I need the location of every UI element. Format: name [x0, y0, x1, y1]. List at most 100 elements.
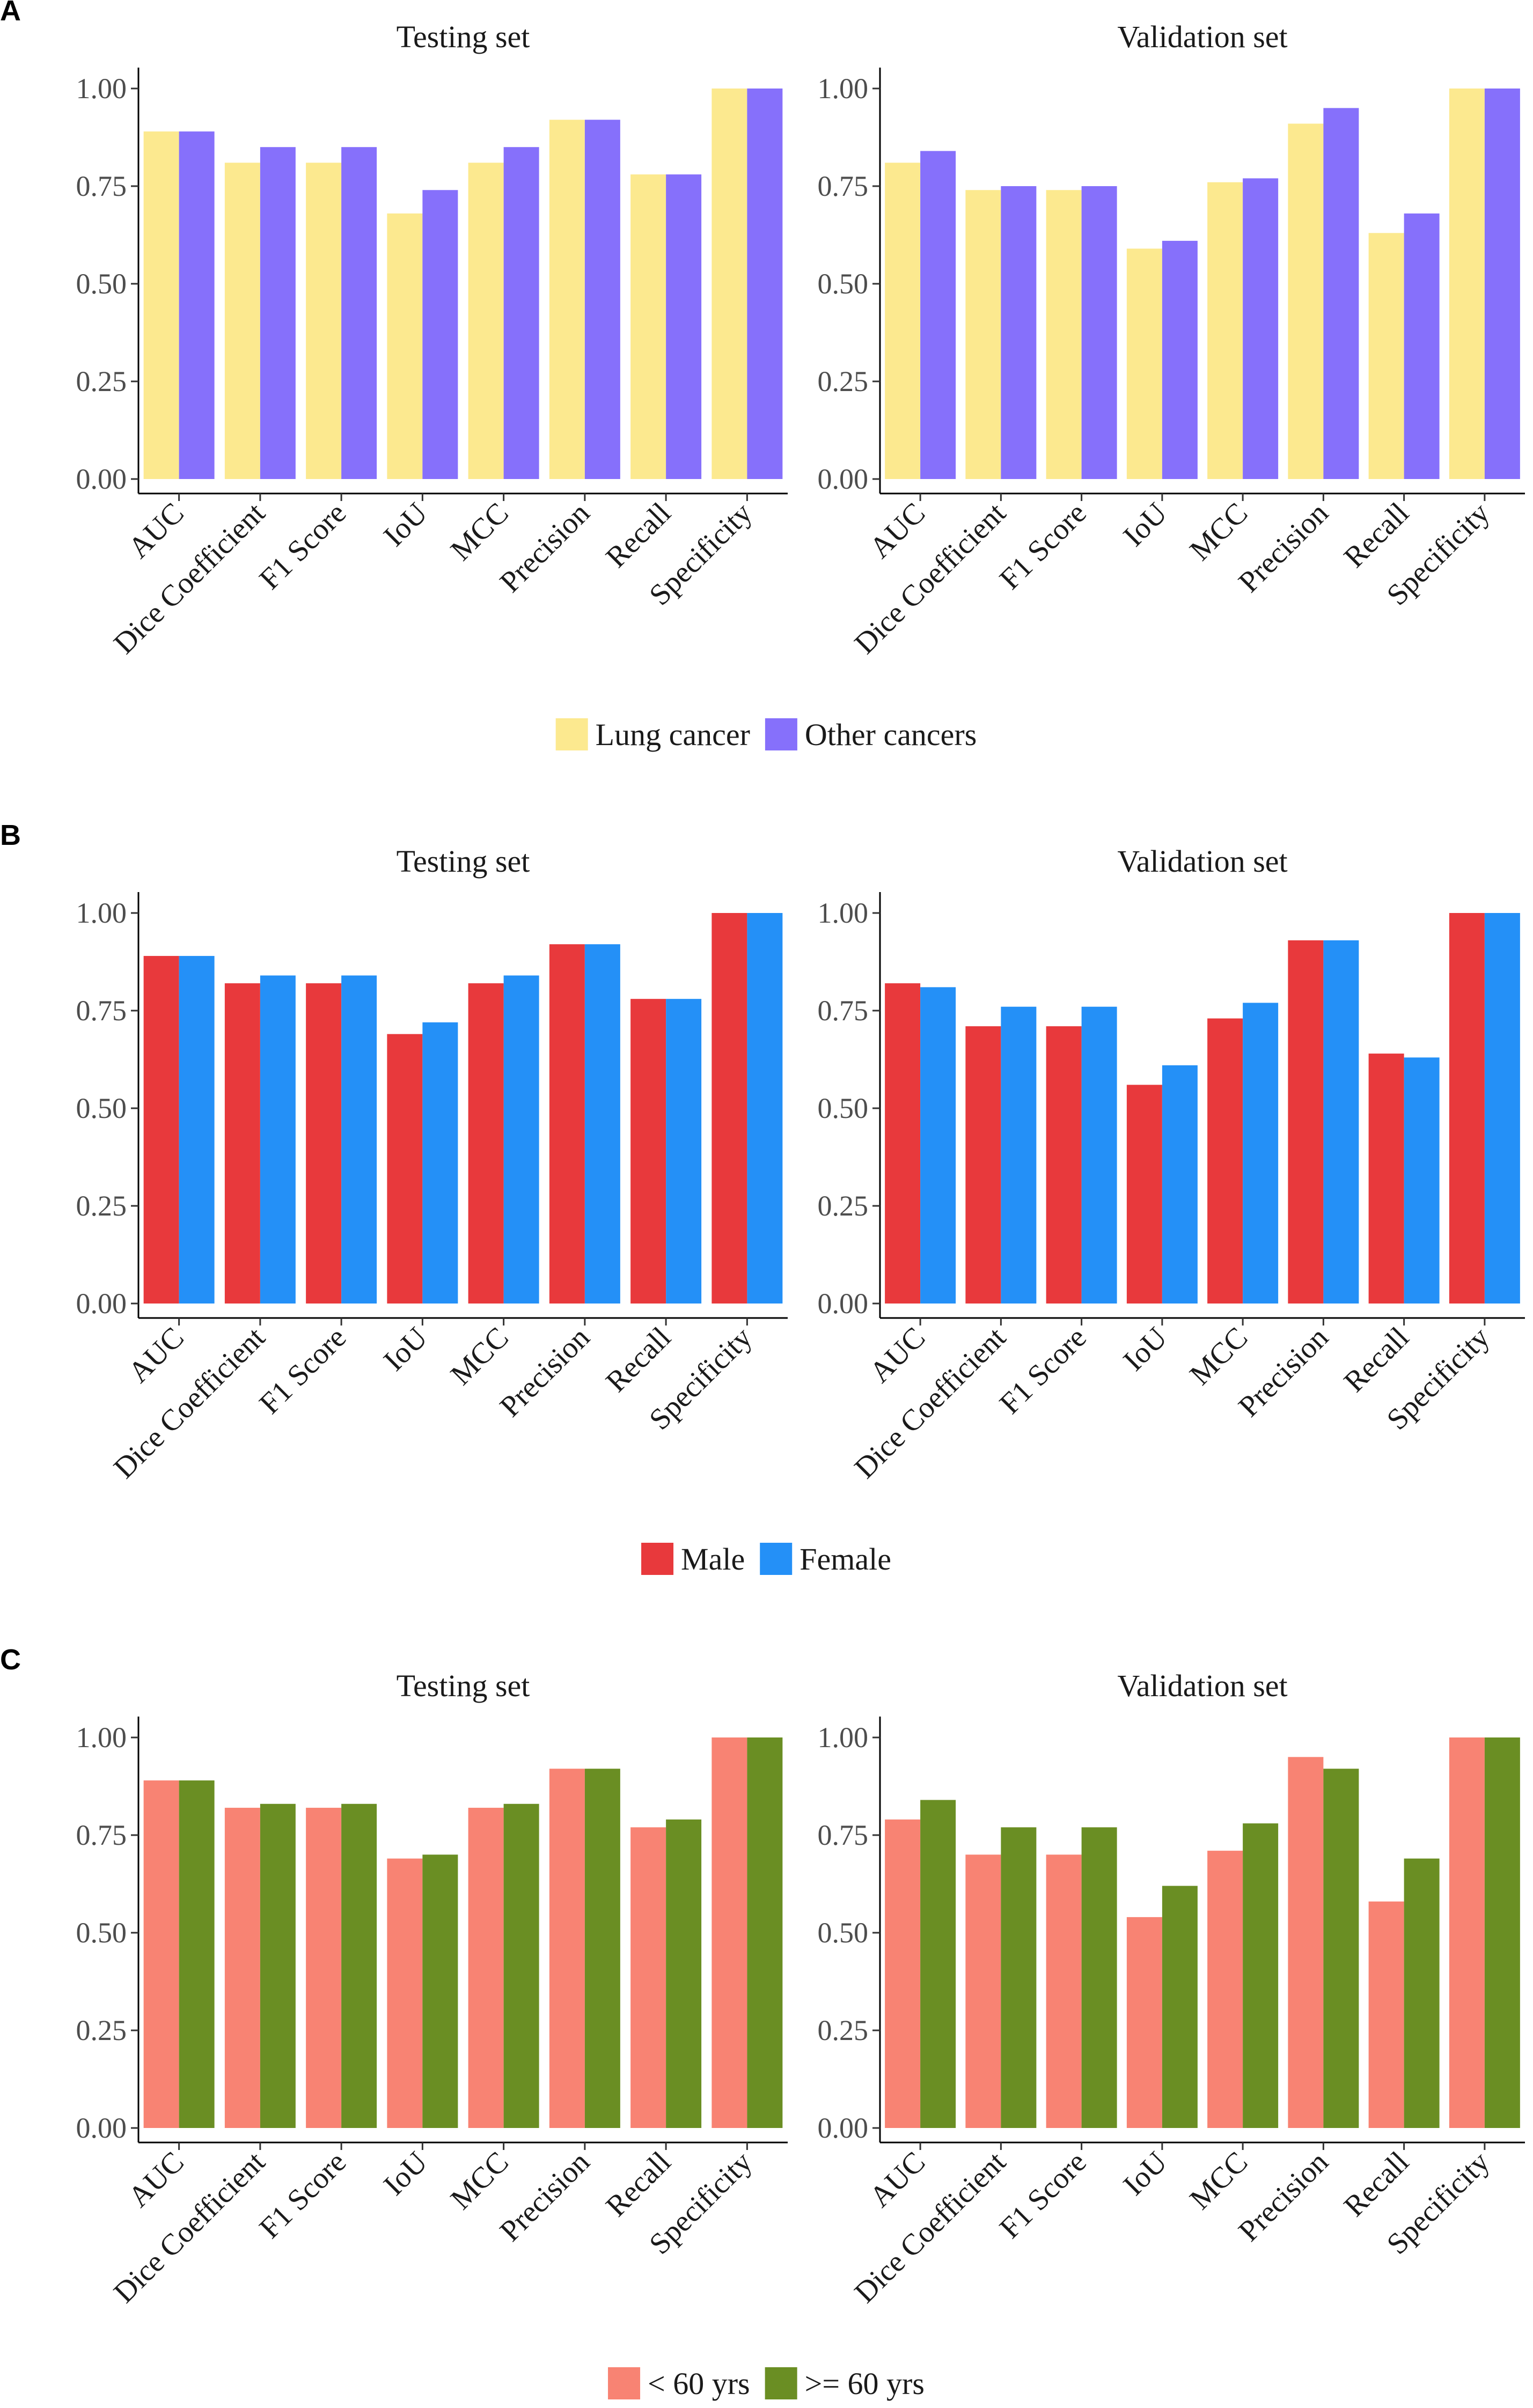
bar-male-mcc: [468, 983, 504, 1304]
bar-60-yrs-f1-score: [306, 1808, 342, 2128]
bar-other-cancers-mcc: [1243, 178, 1279, 479]
facet-validation-set: Validation set0.000.250.500.751.00AUCDic…: [818, 844, 1525, 1485]
bar-other-cancers-specificity: [747, 89, 783, 479]
bar-lung-cancer-f1-score: [1046, 190, 1082, 479]
bar-female-dice-coefficient: [1001, 1006, 1037, 1304]
bar-lung-cancer-precision: [1288, 123, 1324, 479]
y-tick-label: 0.25: [818, 1190, 869, 1222]
x-tick-label-iou: IoU: [1117, 2145, 1173, 2201]
bar-female-specificity: [747, 913, 783, 1304]
y-tick-label: 1.00: [76, 72, 127, 105]
x-tick-label-f1-score: F1 Score: [253, 496, 353, 596]
bar-60-yrs-iou: [1126, 1917, 1162, 2128]
x-tick-label-recall: Recall: [599, 496, 677, 574]
bar-60-yrs-iou: [387, 1858, 423, 2128]
x-tick-label-mcc: MCC: [1183, 2145, 1254, 2216]
x-tick-label-iou: IoU: [377, 2145, 434, 2201]
legend-label-60-yrs: < 60 yrs: [648, 2366, 750, 2401]
bar-other-cancers-iou: [1162, 240, 1198, 479]
y-tick-label: 0.50: [76, 268, 127, 300]
bar-male-dice-coefficient: [965, 1026, 1001, 1304]
y-tick-label: 0.75: [76, 995, 127, 1027]
bar-60-yrs-dice-coefficient: [965, 1854, 1001, 2128]
bar-lung-cancer-specificity: [712, 89, 747, 479]
bar-male-mcc: [1207, 1018, 1243, 1304]
x-tick-label-iou: IoU: [377, 1321, 434, 1377]
bar-other-cancers-dice-coefficient: [1001, 186, 1037, 479]
x-tick-label-recall: Recall: [599, 2145, 677, 2223]
x-tick-label-recall: Recall: [1338, 496, 1415, 574]
panel-letter: B: [0, 819, 21, 851]
legend-label-male: Male: [681, 1542, 745, 1577]
y-tick-label: 0.50: [818, 268, 869, 300]
x-tick-label-f1-score: F1 Score: [993, 496, 1093, 596]
x-tick-label-iou: IoU: [1117, 496, 1173, 553]
bar-male-recall: [630, 999, 666, 1304]
y-tick-label: 0.25: [76, 365, 127, 397]
bar-60-yrs-specificity: [747, 1737, 783, 2128]
bar-lung-cancer-f1-score: [306, 163, 342, 479]
bar-60-yrs-dice-coefficient: [224, 1808, 260, 2128]
facet-title: Validation set: [1117, 844, 1287, 879]
bar-lung-cancer-iou: [1126, 248, 1162, 479]
bar-60-yrs-precision: [1288, 1757, 1324, 2128]
bar-male-precision: [549, 944, 585, 1304]
bar-other-cancers-auc: [179, 131, 215, 479]
bar-lung-cancer-mcc: [468, 163, 504, 479]
bar-female-specificity: [1484, 913, 1520, 1304]
y-tick-label: 0.75: [76, 170, 127, 202]
y-tick-label: 0.25: [76, 1190, 127, 1222]
bar-other-cancers-specificity: [1484, 89, 1520, 479]
bar-60-yrs-recall: [666, 1819, 702, 2128]
bar-female-auc: [920, 987, 956, 1304]
bar-female-precision: [584, 944, 620, 1304]
y-tick-label: 0.25: [76, 2014, 127, 2046]
bar-other-cancers-recall: [666, 174, 702, 479]
bar-other-cancers-f1-score: [1081, 186, 1117, 479]
x-tick-label-auc: AUC: [122, 1321, 190, 1389]
bar-other-cancers-mcc: [503, 147, 539, 479]
x-tick-label-precision: Precision: [494, 1321, 596, 1423]
bar-lung-cancer-recall: [1368, 233, 1404, 479]
bar-lung-cancer-precision: [549, 120, 585, 480]
x-tick-label-precision: Precision: [1232, 2145, 1334, 2248]
y-tick-label: 0.75: [76, 1819, 127, 1851]
x-tick-label-iou: IoU: [1117, 1321, 1173, 1377]
legend-label-60-yrs: >= 60 yrs: [805, 2366, 925, 2401]
x-tick-label-auc: AUC: [863, 496, 931, 564]
y-tick-label: 1.00: [818, 72, 869, 105]
legend: < 60 yrs >= 60 yrs: [608, 2366, 925, 2401]
bar-male-f1-score: [306, 983, 342, 1304]
y-tick-label: 0.50: [76, 1092, 127, 1124]
x-tick-label-dice-coefficient: Dice Coefficient: [107, 1321, 272, 1485]
bar-other-cancers-dice-coefficient: [260, 147, 296, 479]
bar-lung-cancer-recall: [630, 174, 666, 479]
legend-label-lung-cancer: Lung cancer: [596, 717, 750, 752]
x-tick-label-auc: AUC: [122, 496, 190, 564]
x-tick-label-iou: IoU: [377, 496, 434, 553]
bar-other-cancers-auc: [920, 151, 956, 480]
bar-60-yrs-recall: [630, 1827, 666, 2128]
bar-60-yrs-precision: [1323, 1769, 1359, 2128]
bar-60-yrs-iou: [422, 1854, 458, 2128]
bar-60-yrs-auc: [179, 1780, 215, 2128]
bar-60-yrs-f1-score: [1046, 1854, 1082, 2128]
x-tick-label-auc: AUC: [863, 1321, 931, 1389]
bar-male-auc: [143, 956, 179, 1304]
y-tick-label: 0.00: [818, 2112, 869, 2144]
y-tick-label: 0.25: [818, 2014, 869, 2046]
bar-lung-cancer-dice-coefficient: [965, 190, 1001, 479]
x-tick-label-dice-coefficient: Dice Coefficient: [107, 2145, 272, 2309]
legend-swatch-lung-cancer: [555, 718, 588, 750]
bar-60-yrs-mcc: [1243, 1823, 1279, 2128]
bar-female-recall: [1404, 1057, 1440, 1304]
bar-60-yrs-mcc: [1207, 1851, 1243, 2128]
bar-other-cancers-recall: [1404, 213, 1440, 479]
legend-swatch-other-cancers: [765, 718, 797, 750]
y-tick-label: 0.50: [76, 1917, 127, 1949]
bar-lung-cancer-specificity: [1449, 89, 1485, 479]
bar-lung-cancer-auc: [885, 163, 921, 479]
x-tick-label-f1-score: F1 Score: [993, 1321, 1093, 1420]
